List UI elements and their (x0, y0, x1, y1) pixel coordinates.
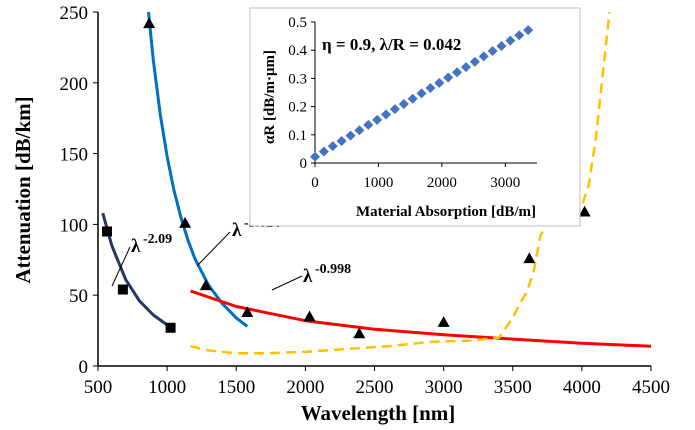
inset-data-point-diamond (523, 25, 534, 36)
x-tick-label: 4000 (563, 377, 601, 398)
x-tick-label: 2000 (286, 377, 324, 398)
x-tick-label: 1000 (148, 377, 186, 398)
inset-x-tick-label: 3000 (490, 175, 520, 191)
inset-data-point-diamond (514, 30, 525, 41)
fit-label-exponent: -2.09 (143, 232, 172, 247)
x-tick-label: 4500 (632, 377, 670, 398)
y-axis-title: Attenuation [dB/km] (11, 96, 35, 283)
inset-data-point-diamond (327, 141, 338, 152)
inset-tick-labels: 0 1000 2000 3000 0 0.1 0.2 0.3 0.4 0.5 (288, 15, 520, 191)
inset-data-point-diamond (372, 114, 383, 125)
inset-x-tick-label: 0 (311, 175, 319, 191)
fit-label-leader (271, 275, 303, 291)
inset-data-point-diamond (389, 104, 400, 115)
inset-y-tick-label: 0.5 (288, 15, 307, 31)
main-tick-labels: 500 1000 1500 2000 2500 3000 3500 4000 450005010… (60, 3, 671, 398)
inset-data-point-diamond (487, 46, 498, 57)
inset-data-point-diamond (310, 151, 320, 162)
data-point-triangle (523, 252, 536, 264)
inset-data-point-diamond (425, 82, 436, 93)
data-point-square (101, 226, 112, 237)
inset-y-tick-label: 0.1 (288, 128, 307, 144)
fit-labels: λ-2.09λ-3.624λ-0.998 (111, 216, 351, 291)
y-tick-label: 200 (60, 74, 89, 95)
inset-data-point-diamond (363, 119, 374, 130)
x-axis-title: Wavelength [nm] (301, 401, 456, 425)
x-tick-label: 2500 (356, 377, 394, 398)
data-point-triangle (303, 310, 316, 322)
inset-data-point-diamond (318, 146, 329, 157)
data-point-triangle (353, 327, 366, 339)
inset-x-axis-title: Material Absorption [dB/m] (356, 204, 536, 220)
fit-label-lambda: λ (232, 220, 242, 241)
inset-data-point-diamond (416, 88, 427, 99)
y-tick-label: 100 (60, 215, 89, 236)
data-point-triangle (143, 17, 156, 29)
data-point-triangle (578, 205, 591, 217)
inset-data-point-diamond (407, 93, 418, 104)
inset-data-point-diamond (478, 51, 489, 62)
fit-label-leader (196, 231, 231, 267)
fit-curve-2 (101, 212, 173, 330)
data-point-triangle (241, 306, 254, 317)
data-point-triangle (179, 216, 192, 228)
inset-data-point-diamond (443, 72, 454, 83)
inset-y-axis-title: αR [dB/m·μm] (262, 50, 278, 144)
x-tick-label: 3500 (494, 377, 532, 398)
inset-data-point-diamond (496, 40, 507, 51)
inset-data-point-diamond (398, 99, 409, 110)
main-data-points (101, 17, 591, 339)
inset-y-tick-label: 0.4 (288, 43, 307, 59)
fit-label-lambda: λ (131, 236, 141, 257)
inset-y-tick-label: 0.3 (288, 71, 307, 87)
inset-y-tick-label: 0 (300, 156, 308, 172)
y-tick-label: 150 (60, 145, 89, 166)
data-point-triangle (199, 279, 212, 291)
x-tick-label: 500 (84, 377, 113, 398)
main-axes (93, 11, 652, 371)
inset-data-point-diamond (354, 125, 365, 136)
data-point-square (165, 322, 176, 333)
y-tick-label: 0 (79, 357, 89, 378)
inset-axes (311, 21, 537, 167)
inset-x-tick-label: 2000 (427, 175, 457, 191)
fit-label-exponent: -0.998 (315, 262, 351, 277)
fit-label-lambda: λ (303, 266, 313, 287)
data-point-square (117, 284, 128, 295)
absorption-curve (190, 11, 611, 355)
fit-curve-3 (147, 11, 249, 328)
inset-data-point-diamond (434, 77, 445, 88)
inset-annotation: η = 0.9, λ/R = 0.042 (322, 35, 461, 54)
inset-background (249, 7, 581, 227)
inset-data-point-diamond (345, 130, 356, 141)
inset-data-point-diamond (460, 62, 471, 73)
inset-x-tick-label: 1000 (363, 175, 393, 191)
inset-y-tick-label: 0.2 (288, 100, 307, 116)
fit-curve-4 (190, 289, 652, 348)
inset-data-point-diamond (469, 56, 480, 67)
fit-label-leader (111, 246, 131, 287)
y-tick-label: 50 (69, 286, 88, 307)
data-point-triangle (437, 316, 450, 327)
inset-data-point-diamond (505, 35, 516, 46)
inset-chart: 0 1000 2000 3000 0 0.1 0.2 0.3 0.4 0.5 η = 0.9, λ… (249, 7, 581, 227)
x-tick-label: 1500 (217, 377, 255, 398)
inset-data-point-diamond (452, 67, 463, 78)
inset-data-point-diamond (336, 136, 347, 147)
x-tick-label: 3000 (425, 377, 463, 398)
inset-data-points (310, 25, 534, 162)
y-tick-label: 250 (60, 3, 89, 24)
inset-data-point-diamond (381, 109, 392, 120)
